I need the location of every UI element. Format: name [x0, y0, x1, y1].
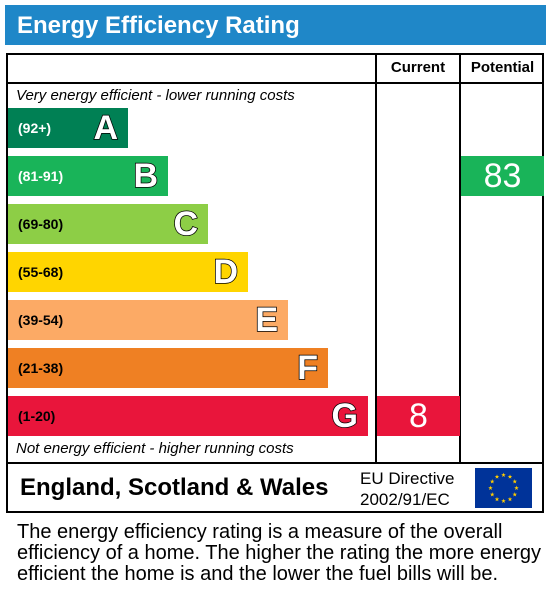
- description-text: The energy efficiency rating is a measur…: [17, 521, 542, 585]
- eu-flag-icon: [475, 468, 532, 508]
- band-letter-label: F: [296, 348, 318, 388]
- caption-very-efficient: Very energy efficient - lower running co…: [16, 87, 295, 104]
- eu-star: [488, 485, 493, 490]
- band-letter-label: E: [255, 300, 279, 340]
- eu-star: [489, 479, 495, 484]
- footer-directive: EU Directive 2002/91/EC: [360, 468, 454, 510]
- band-range-label: (39-54): [18, 312, 64, 328]
- eu-star: [501, 472, 506, 477]
- potential-rating-value: 83: [483, 157, 522, 195]
- band-range-label: (55-68): [18, 264, 64, 280]
- eu-star: [507, 496, 513, 502]
- band-letter-label: A: [93, 108, 119, 148]
- band-e: (39-54) E: [8, 300, 288, 340]
- band-range-label: (69-80): [18, 216, 64, 232]
- caption-not-efficient: Not energy efficient - higher running co…: [16, 440, 294, 457]
- potential-rating-marker: 83: [461, 156, 544, 196]
- eu-star: [501, 498, 506, 503]
- eu-star: [512, 492, 518, 497]
- current-rating-marker: 8: [377, 396, 460, 436]
- band-b: (81-91) B: [8, 156, 168, 196]
- eu-star: [494, 474, 500, 479]
- eu-star: [507, 474, 513, 479]
- band-letter-label: C: [173, 204, 199, 244]
- header-bar: Energy Efficiency Rating: [5, 5, 546, 45]
- eu-star: [494, 496, 500, 502]
- band-letter-label: G: [331, 396, 359, 436]
- eu-star: [489, 492, 495, 497]
- band-d: (55-68) D: [8, 252, 248, 292]
- directive-line-2: 2002/91/EC: [360, 490, 450, 509]
- column-divider-current: [375, 53, 377, 464]
- eu-star: [512, 479, 518, 484]
- eu-star: [514, 485, 519, 490]
- column-divider-potential: [459, 53, 461, 464]
- band-letter-label: B: [133, 156, 159, 196]
- band-range-label: (81-91): [18, 168, 64, 184]
- column-header-current: Current: [390, 59, 446, 76]
- band-range-label: (92+): [18, 120, 52, 136]
- eu-flag-stars: [488, 472, 519, 503]
- band-f: (21-38) F: [8, 348, 328, 388]
- band-c: (69-80) C: [8, 204, 208, 244]
- directive-line-1: EU Directive: [360, 469, 455, 488]
- band-range-label: (1-20): [18, 408, 56, 424]
- band-a: (92+) A: [8, 108, 128, 148]
- current-rating-value: 8: [409, 397, 428, 435]
- page-title: Energy Efficiency Rating: [17, 12, 300, 39]
- footer-region-label: England, Scotland & Wales: [20, 474, 329, 501]
- header-row-divider: [6, 82, 544, 84]
- footer-box: [6, 464, 544, 513]
- column-header-potential: Potential: [470, 59, 535, 76]
- rating-table: [6, 53, 544, 464]
- band-g: (1-20) G: [8, 396, 368, 436]
- band-range-label: (21-38): [18, 360, 64, 376]
- band-letter-label: D: [213, 252, 239, 292]
